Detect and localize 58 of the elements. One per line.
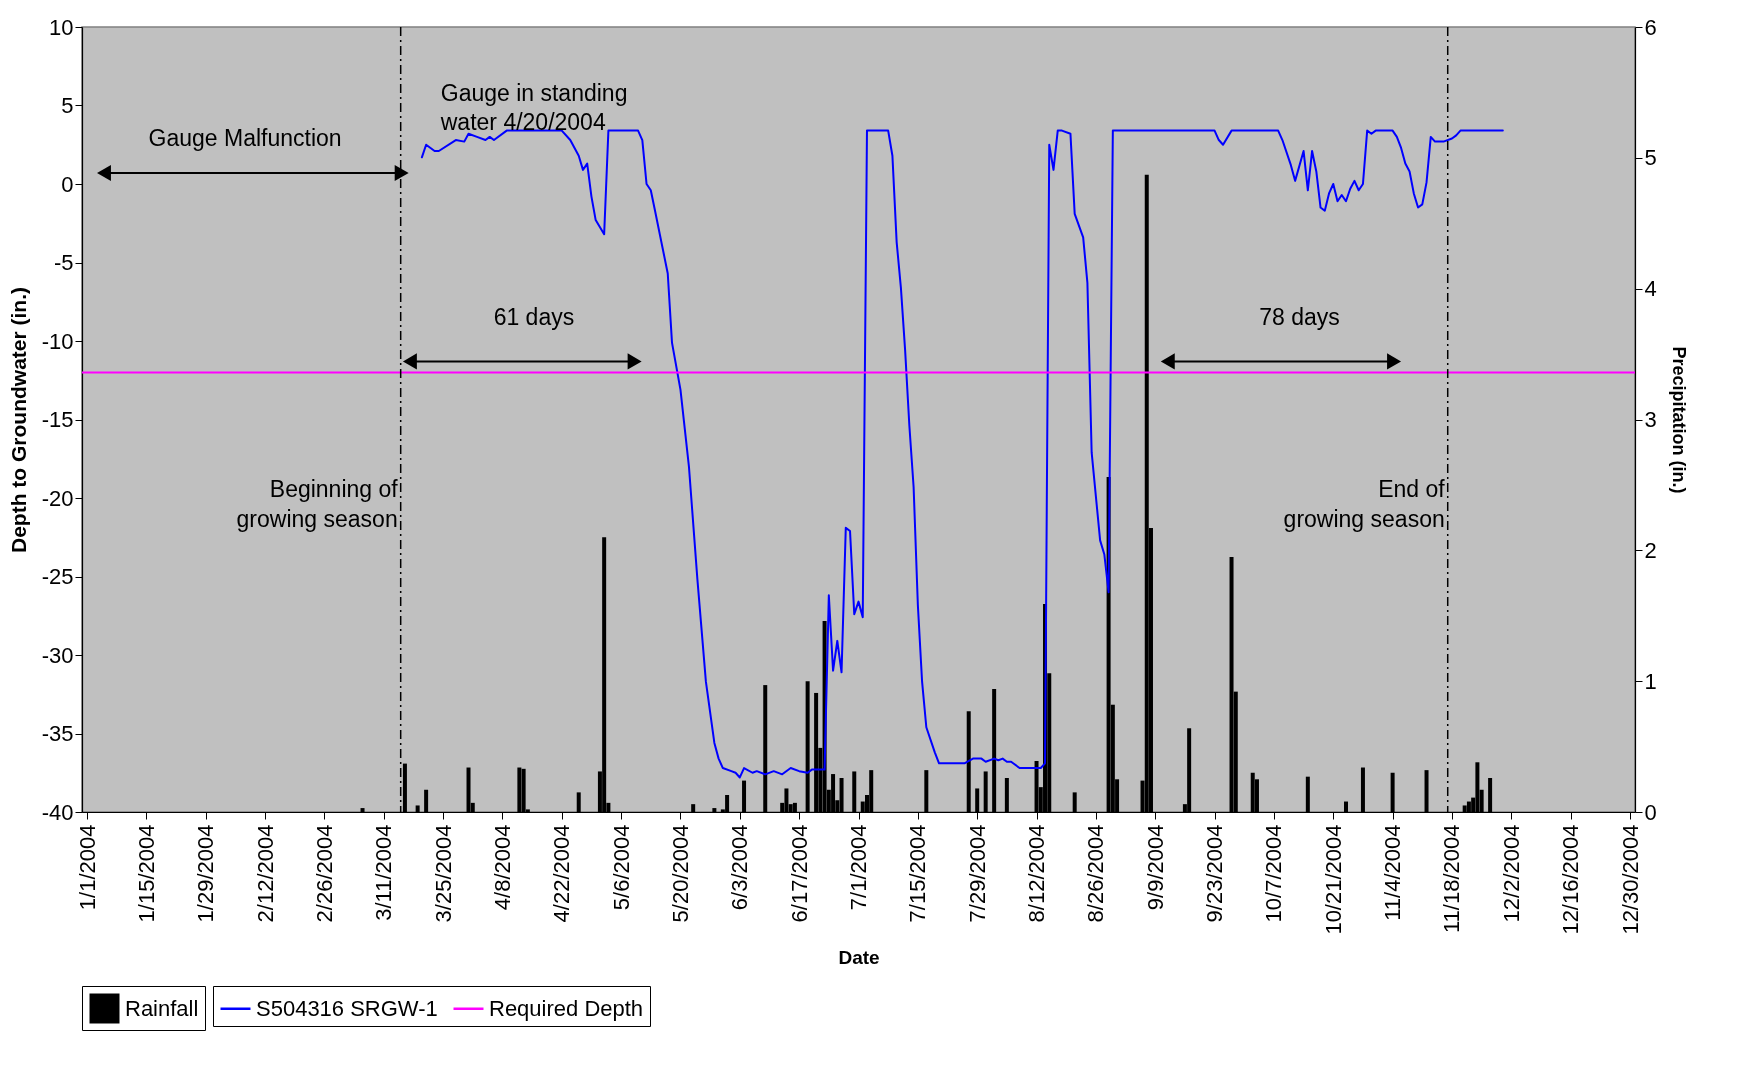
x-tick-label: 9/23/2004 [1202,824,1228,923]
x-tick-label: 5/6/2004 [608,824,634,911]
x-tick-label: 6/17/2004 [786,824,812,923]
x-tick-label: 8/12/2004 [1024,824,1050,923]
ref-line-label: End of growing season [1283,476,1446,533]
x-tick-label: 10/21/2004 [1320,824,1346,935]
x-tick-label: 3/11/2004 [371,824,397,921]
y2-tick-label: 6 [1644,14,1657,40]
y-tick-label: -35 [41,721,74,746]
y-tick-label: -20 [41,485,74,511]
x-tick-label: 10/7/2004 [1261,824,1287,923]
x-tick-label: 12/30/2004 [1617,824,1643,935]
y-tick-label: -40 [41,799,74,825]
y-tick-label: 10 [49,14,74,40]
annotation: 78 days [1259,304,1340,331]
y-tick-label: -30 [41,642,74,668]
legend-label: Required Depth [489,995,644,1021]
y2-tick-label: 3 [1644,407,1657,432]
y-tick-label: 0 [61,171,74,197]
annotation: 61 days [493,304,575,331]
y-tick-label: -5 [53,250,74,275]
x-tick-label: 12/2/2004 [1498,824,1524,923]
y-tick-label: -15 [41,407,74,432]
line-series [420,129,1504,779]
y2-tick-label: 2 [1644,537,1657,563]
x-tick-label: 1/29/2004 [193,824,219,923]
annotation: Gauge in standing water 4/20/2004 [439,79,628,135]
x-tick-label: 3/25/2004 [430,824,456,923]
x-tick-label: 7/29/2004 [964,824,990,923]
x-tick-label: 8/26/2004 [1083,824,1109,923]
x-tick-label: 6/3/2004 [727,824,753,911]
ref-line-label: Beginning of growing season [236,476,399,533]
y-axis-title: Depth to Groundwater (in.) [6,287,30,553]
y-tick-label: -25 [41,564,74,589]
annotation: Gauge Malfunction [148,125,342,152]
x-tick-label: 9/9/2004 [1142,824,1168,911]
x-tick-label: 7/15/2004 [905,824,931,923]
x-tick-label: 4/8/2004 [489,824,515,911]
x-axis-title: Date [838,946,880,968]
y2-tick-label: 5 [1644,145,1657,171]
x-tick-label: 4/22/2004 [549,824,575,923]
legend-label: Rainfall [125,995,199,1021]
x-tick-label: 2/12/2004 [252,824,278,923]
y-tick-label: -10 [41,328,74,354]
y2-tick-label: 0 [1644,799,1657,825]
x-tick-label: 2/26/2004 [311,824,337,923]
x-tick-label: 5/20/2004 [667,824,693,923]
x-tick-label: 11/4/2004 [1380,824,1406,921]
x-tick-label: 12/16/2004 [1558,824,1584,935]
x-tick-label: 1/15/2004 [133,824,159,923]
legend-label: S504316 SRGW-1 [256,995,438,1021]
x-tick-label: 1/1/2004 [74,824,100,911]
y2-tick-label: 4 [1644,276,1657,302]
y-tick-label: 5 [61,93,74,118]
y2-tick-label: 1 [1644,668,1657,694]
y2-axis-title: Precipitation (in.) [1668,346,1689,494]
x-tick-label: 7/1/2004 [846,824,871,911]
x-tick-label: 11/18/2004 [1439,824,1465,933]
